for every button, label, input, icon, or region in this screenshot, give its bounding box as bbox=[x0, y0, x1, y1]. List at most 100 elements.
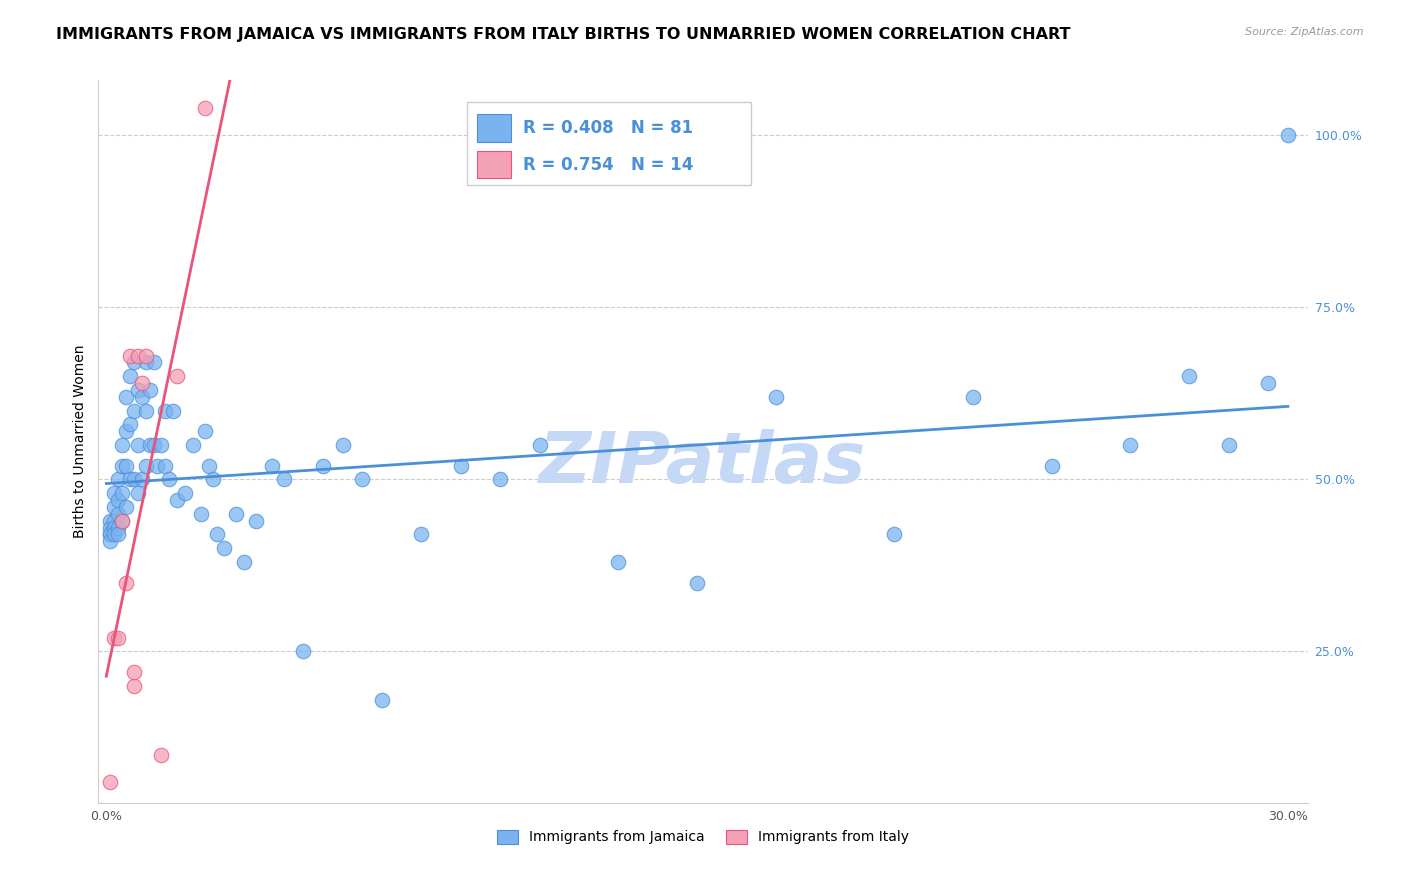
Point bbox=[98, 527, 121, 541]
Point bbox=[190, 507, 212, 521]
Point bbox=[260, 458, 283, 473]
Point bbox=[142, 438, 165, 452]
Point bbox=[142, 355, 165, 369]
Text: IMMIGRANTS FROM JAMAICA VS IMMIGRANTS FROM ITALY BIRTHS TO UNMARRIED WOMEN CORRE: IMMIGRANTS FROM JAMAICA VS IMMIGRANTS FR… bbox=[56, 27, 1071, 42]
FancyBboxPatch shape bbox=[477, 114, 510, 142]
Point bbox=[312, 458, 335, 473]
Point bbox=[115, 458, 138, 473]
Point bbox=[103, 500, 125, 514]
Point bbox=[127, 486, 149, 500]
Point bbox=[115, 390, 138, 404]
Point bbox=[292, 644, 315, 658]
Point bbox=[201, 472, 224, 486]
Point bbox=[135, 458, 157, 473]
Point bbox=[111, 438, 134, 452]
Point bbox=[352, 472, 374, 486]
Point bbox=[122, 472, 145, 486]
Point bbox=[1119, 438, 1142, 452]
Point bbox=[883, 527, 905, 541]
Text: ZIPatlas: ZIPatlas bbox=[540, 429, 866, 498]
Point bbox=[332, 438, 354, 452]
Point bbox=[371, 692, 394, 706]
Point bbox=[150, 747, 173, 762]
Point bbox=[157, 472, 180, 486]
Point bbox=[166, 493, 188, 508]
Point bbox=[131, 472, 153, 486]
Point bbox=[155, 458, 177, 473]
Point bbox=[107, 472, 129, 486]
Point bbox=[233, 555, 256, 569]
Point bbox=[197, 458, 219, 473]
Point bbox=[98, 775, 121, 789]
Point bbox=[273, 472, 295, 486]
Point bbox=[103, 486, 125, 500]
Point bbox=[962, 390, 984, 404]
Point bbox=[1277, 128, 1299, 143]
Point bbox=[107, 507, 129, 521]
Point bbox=[166, 369, 188, 384]
Point bbox=[111, 514, 134, 528]
Point bbox=[118, 369, 141, 384]
Point bbox=[225, 507, 247, 521]
Point bbox=[411, 527, 433, 541]
Point bbox=[127, 438, 149, 452]
Point bbox=[174, 486, 197, 500]
Point bbox=[107, 631, 129, 645]
Point bbox=[135, 355, 157, 369]
Point bbox=[127, 383, 149, 397]
Point bbox=[529, 438, 551, 452]
Point bbox=[115, 424, 138, 438]
Point bbox=[118, 417, 141, 432]
Point bbox=[135, 403, 157, 417]
Point bbox=[138, 383, 160, 397]
Point bbox=[214, 541, 236, 556]
Point bbox=[122, 679, 145, 693]
Point bbox=[98, 534, 121, 549]
Point bbox=[765, 390, 787, 404]
Point bbox=[150, 438, 173, 452]
Point bbox=[245, 514, 267, 528]
Point bbox=[607, 555, 630, 569]
Point bbox=[98, 527, 121, 541]
Point bbox=[1040, 458, 1063, 473]
Point bbox=[118, 472, 141, 486]
Point bbox=[1218, 438, 1240, 452]
Text: R = 0.408   N = 81: R = 0.408 N = 81 bbox=[523, 120, 693, 137]
Point bbox=[489, 472, 512, 486]
Point bbox=[98, 520, 121, 534]
Point bbox=[155, 403, 177, 417]
Text: R = 0.754   N = 14: R = 0.754 N = 14 bbox=[523, 156, 693, 174]
FancyBboxPatch shape bbox=[477, 151, 510, 178]
Point bbox=[115, 575, 138, 590]
Point bbox=[135, 349, 157, 363]
Point bbox=[103, 631, 125, 645]
Point bbox=[107, 520, 129, 534]
Point bbox=[107, 527, 129, 541]
Point bbox=[103, 520, 125, 534]
Point bbox=[194, 101, 217, 115]
Point bbox=[115, 500, 138, 514]
Point bbox=[107, 493, 129, 508]
Point bbox=[1257, 376, 1279, 390]
Point bbox=[122, 355, 145, 369]
Point bbox=[111, 486, 134, 500]
Point bbox=[103, 514, 125, 528]
Point bbox=[118, 349, 141, 363]
Y-axis label: Births to Unmarried Women: Births to Unmarried Women bbox=[73, 345, 87, 538]
FancyBboxPatch shape bbox=[467, 102, 751, 185]
Point bbox=[181, 438, 204, 452]
Point bbox=[103, 527, 125, 541]
Legend: Immigrants from Jamaica, Immigrants from Italy: Immigrants from Jamaica, Immigrants from… bbox=[492, 824, 914, 850]
Point bbox=[686, 575, 709, 590]
Point bbox=[162, 403, 184, 417]
Point bbox=[131, 376, 153, 390]
Point bbox=[111, 458, 134, 473]
Point bbox=[138, 438, 160, 452]
Point bbox=[131, 390, 153, 404]
Point bbox=[127, 349, 149, 363]
Point bbox=[122, 665, 145, 679]
Point bbox=[98, 514, 121, 528]
Point bbox=[146, 458, 169, 473]
Point bbox=[450, 458, 472, 473]
Point bbox=[194, 424, 217, 438]
